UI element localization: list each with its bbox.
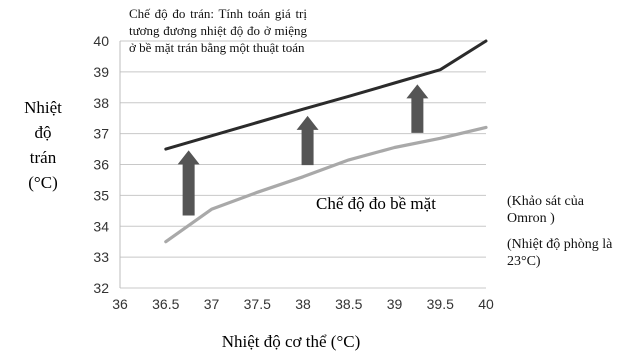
y-tick-label: 37 [93,126,109,142]
y-axis-title-line: độ [34,123,52,142]
x-tick-label: 38.5 [335,296,362,312]
x-tick-labels: 36 36.5 37 37.5 38 38.5 39 39.5 40 [112,296,494,312]
y-tick-label: 35 [93,187,109,203]
y-tick-label: 32 [93,280,109,296]
y-axis-title-line: Nhiệt [24,98,62,117]
y-tick-label: 36 [93,157,109,173]
y-axis-title-line: (°C) [28,173,58,192]
x-tick-label: 36.5 [152,296,179,312]
x-tick-label: 38 [295,296,311,312]
surface-mode-label: Chế độ đo bề mặt [316,194,436,213]
y-tick-label: 39 [93,64,109,80]
y-tick-label: 33 [93,249,109,265]
room-temperature-note: (Nhiệt độ phòng là 23°C) [507,237,613,269]
x-tick-label: 39.5 [427,296,454,312]
y-tick-label: 40 [93,33,109,49]
x-tick-label: 36 [112,296,128,312]
y-axis-title-line: trán [29,148,57,167]
up-arrows [177,84,429,216]
source-note: (Khảo sát của Omron ) [507,194,584,226]
y-tick-label: 38 [93,95,109,111]
series-lines [164,39,488,244]
x-axis-title: Nhiệt độ cơ thể (°C) [222,332,361,351]
x-tick-label: 37.5 [244,296,271,312]
forehead-mode-annotation: Chế độ đo trán: Tính toán giá trị tương … [129,6,307,55]
up-arrow [296,115,319,166]
up-arrow [406,84,429,133]
y-tick-label: 34 [93,218,109,234]
y-tick-labels: 32 33 34 35 36 37 38 39 40 [93,33,109,296]
surface-mode-line [164,125,488,244]
x-tick-label: 40 [478,296,494,312]
x-tick-label: 37 [204,296,220,312]
x-tick-label: 39 [387,296,403,312]
up-arrow [177,150,200,216]
forehead-mode-line [164,39,488,151]
